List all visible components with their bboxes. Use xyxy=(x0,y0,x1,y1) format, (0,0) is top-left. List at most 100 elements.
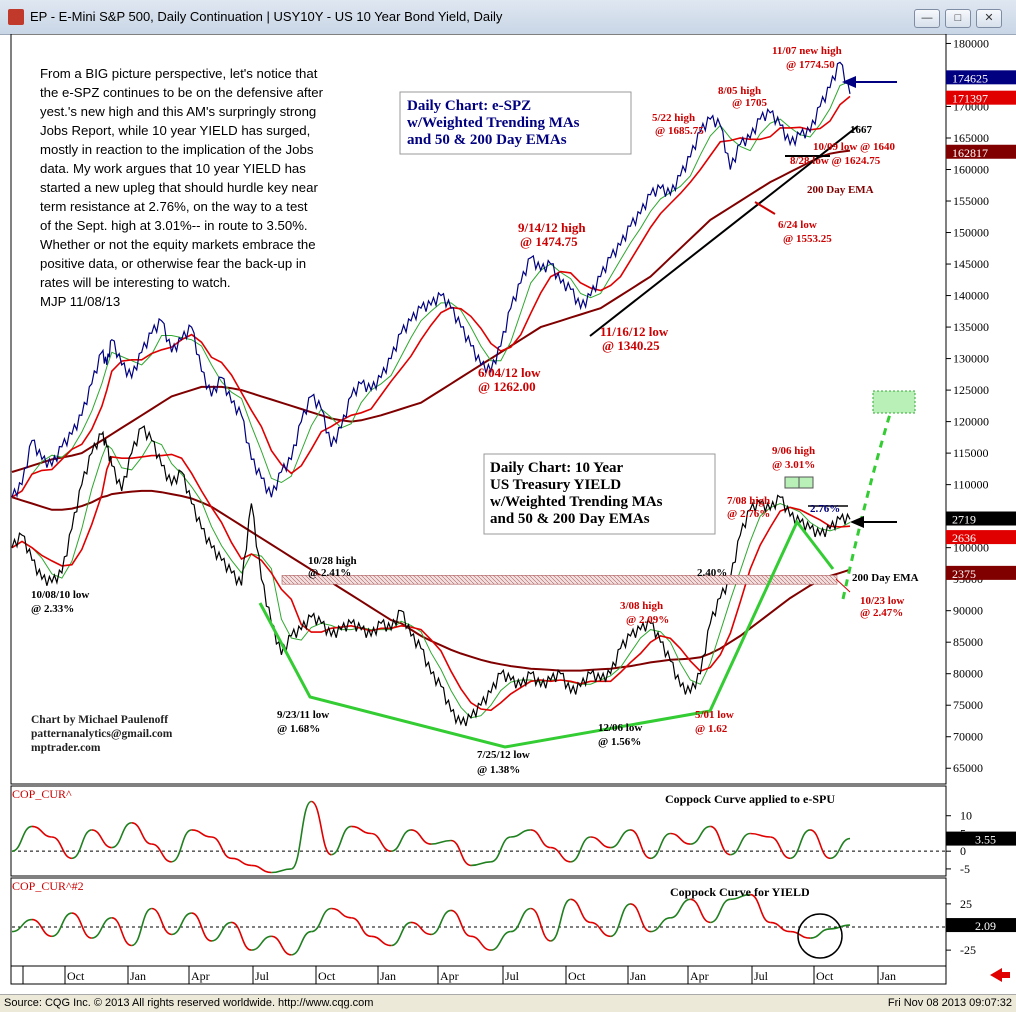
maximize-button[interactable]: □ xyxy=(945,9,971,28)
title-bar: EP - E-Mini S&P 500, Daily Continuation … xyxy=(0,0,1016,35)
spz-price-box-2: 162817 xyxy=(952,146,988,160)
x-label-4: Oct xyxy=(318,969,336,983)
yield-price-box-1: 2636 xyxy=(952,531,976,545)
cop1-segment xyxy=(630,829,651,860)
cop2-segment xyxy=(550,898,572,942)
annotation-12: 9/14/12 high xyxy=(518,220,586,235)
yield-title-box: Daily Chart: 10 Year US Treasury YIELD w… xyxy=(483,453,716,535)
annotation-3: @ 1705 xyxy=(732,97,767,109)
cop2-value-label: 2.09 xyxy=(975,919,996,933)
cop1-segment xyxy=(410,829,432,845)
cop2-value-box xyxy=(946,918,1016,933)
y-tick-label-140000: 140000 xyxy=(953,289,989,303)
cop1-segment xyxy=(231,857,252,867)
cop1-segment xyxy=(430,839,452,845)
cop1-segment xyxy=(730,832,751,856)
annotation-29: 10/08/10 low xyxy=(31,589,89,601)
cop2-segment xyxy=(191,912,212,942)
spz-price-line xyxy=(11,61,851,499)
cop1-segment xyxy=(370,832,392,852)
yield-pointer-arrow-head xyxy=(850,516,864,528)
cop1-segment xyxy=(510,829,531,838)
cop1-segment xyxy=(809,829,831,860)
scroll-right-arrow-icon[interactable] xyxy=(990,968,1010,982)
close-button[interactable]: ✕ xyxy=(976,9,1002,28)
cop2-segment xyxy=(510,907,532,933)
y-tick-label-130000: 130000 xyxy=(953,352,989,366)
commentary-line-9: Whether or not the equity markets embrac… xyxy=(40,237,316,252)
scroll-box[interactable] xyxy=(10,965,24,985)
commentary-line-12: MJP 11/08/13 xyxy=(40,294,120,309)
cop1-segment xyxy=(390,829,412,852)
annotation-30: @ 2.33% xyxy=(31,603,74,615)
cop2-tick-label--25: -25 xyxy=(960,943,976,957)
cop1-segment xyxy=(31,825,52,838)
annotation-32: @ 2.09% xyxy=(626,614,669,626)
x-label-6: Apr xyxy=(440,969,459,983)
window-title: EP - E-Mini S&P 500, Daily Continuation … xyxy=(30,9,503,24)
commentary-line-6: started a new upleg that should hurdle k… xyxy=(40,180,318,195)
annotation-21: @ 2.76% xyxy=(727,508,770,520)
annotation-36: @ 1.56% xyxy=(598,736,641,748)
yield-title-line-4: and 50 & 200 Day EMAs xyxy=(490,511,650,527)
cop1-tick-label-10: 10 xyxy=(960,809,972,823)
annotation-10: 6/24 low xyxy=(778,219,817,231)
cop2-segment xyxy=(331,907,352,919)
commentary-line-7: term resistance at 2.76%, on the way to … xyxy=(40,199,308,214)
annotation-14: 11/16/12 low xyxy=(600,324,669,339)
yield-title-line-1: Daily Chart: 10 Year xyxy=(490,460,624,476)
x-label-1: Jan xyxy=(130,969,146,983)
annotation-40: @ 1.38% xyxy=(477,764,520,776)
spz-price-box-1-bg xyxy=(946,90,1016,105)
annotation-23: 200 Day EMA xyxy=(852,572,919,584)
commentary: From a BIG picture perspective, let's no… xyxy=(40,66,324,309)
annotation-7: 10/09 low @ 1640 xyxy=(813,141,896,153)
annotation-24: 10/23 low xyxy=(860,595,904,607)
x-label-0: Oct xyxy=(67,969,85,983)
cop2-segment xyxy=(151,907,172,936)
app-icon xyxy=(8,9,24,25)
cop1-segment xyxy=(351,825,372,835)
cop1-segment xyxy=(51,836,73,860)
spz-50ema-line xyxy=(11,95,851,498)
cop2-segment xyxy=(530,907,551,942)
y-tick-label-145000: 145000 xyxy=(953,257,989,271)
x-label-11: Jul xyxy=(754,969,769,983)
annotation-19: @ 3.01% xyxy=(772,459,815,471)
yield-price-box-0: 2719 xyxy=(952,513,976,527)
cop1-segment xyxy=(710,825,731,856)
annotation-28: @ 2.41% xyxy=(308,567,351,579)
cop2-segment xyxy=(171,912,192,936)
cop1-segment xyxy=(789,829,811,860)
annotation-16: 6/04/12 low xyxy=(478,365,541,380)
cop2-segment xyxy=(111,917,132,947)
commentary-line-4: mostly in reaction to the implication of… xyxy=(40,142,314,157)
minimize-button[interactable]: — xyxy=(914,9,940,28)
annotation-5: @ 1685.75 xyxy=(655,125,704,137)
commentary-line-2: yest.'s new high and this AM's surpringl… xyxy=(40,104,316,119)
cop1-title: Coppock Curve applied to e-SPU xyxy=(665,792,835,806)
cop1-segment xyxy=(271,868,292,874)
cop2-segment xyxy=(690,898,711,924)
x-label-13: Jan xyxy=(880,969,896,983)
cop1-segment xyxy=(690,825,711,845)
commentary-line-8: of the Sept. high at 3.01%-- in route to… xyxy=(40,218,308,233)
cop1-segment xyxy=(310,800,332,856)
spz-624-pointer xyxy=(754,201,776,215)
cop1-segment xyxy=(470,861,491,867)
commentary-line-3: Jobs Report, while 10 year YIELD has sur… xyxy=(40,123,310,138)
annotation-6: 1667 xyxy=(850,124,873,136)
annotation-22: 2.76% xyxy=(810,503,840,515)
annotation-38: @ 1.62 xyxy=(695,723,728,735)
spz-pointer-arrow-head xyxy=(842,76,856,88)
cop2-segment xyxy=(351,917,372,938)
cop2-segment xyxy=(650,917,671,933)
spz-title-line-2: w/Weighted Trending MAs xyxy=(407,115,580,131)
annotation-4: 5/22 high xyxy=(652,112,695,124)
y-tick-label-115000: 115000 xyxy=(953,446,989,460)
cop2-segment xyxy=(710,898,731,924)
cop1-segment xyxy=(111,822,132,849)
yield-projection-arrow xyxy=(841,413,892,600)
annotation-37: 5/01 low xyxy=(695,709,734,721)
cop1-tick-label--5: -5 xyxy=(960,862,970,876)
